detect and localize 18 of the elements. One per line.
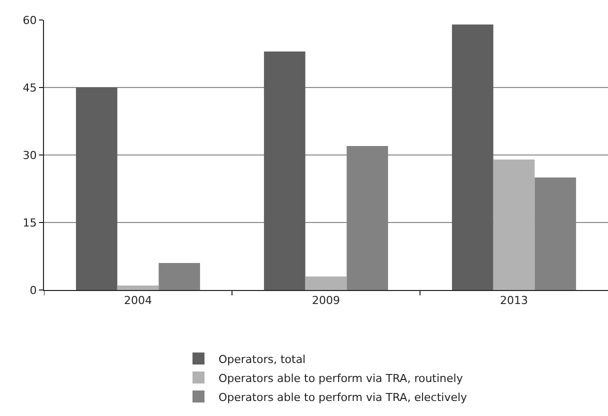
bar bbox=[264, 52, 306, 290]
legend-label: Operators able to perform via TRA, routinely bbox=[218, 372, 464, 385]
y-tick-label: 60 bbox=[22, 14, 37, 27]
bar bbox=[452, 24, 494, 290]
y-tick-label: 30 bbox=[22, 148, 37, 162]
bar bbox=[305, 276, 347, 290]
y-tick-label: 0 bbox=[30, 284, 37, 297]
bar bbox=[76, 88, 118, 290]
x-tick-label: 2013 bbox=[500, 294, 528, 308]
bar bbox=[158, 263, 200, 290]
legend-label: Operators able to perform via TRA, electively bbox=[218, 390, 468, 404]
x-tick-label: 2004 bbox=[124, 294, 152, 308]
y-tick-label: 15 bbox=[22, 216, 37, 230]
bar bbox=[493, 160, 535, 290]
y-tick-label: 45 bbox=[22, 81, 37, 94]
x-tick-label: 2009 bbox=[312, 294, 340, 308]
bar bbox=[117, 286, 159, 290]
legend-label: Operators, total bbox=[218, 352, 306, 366]
